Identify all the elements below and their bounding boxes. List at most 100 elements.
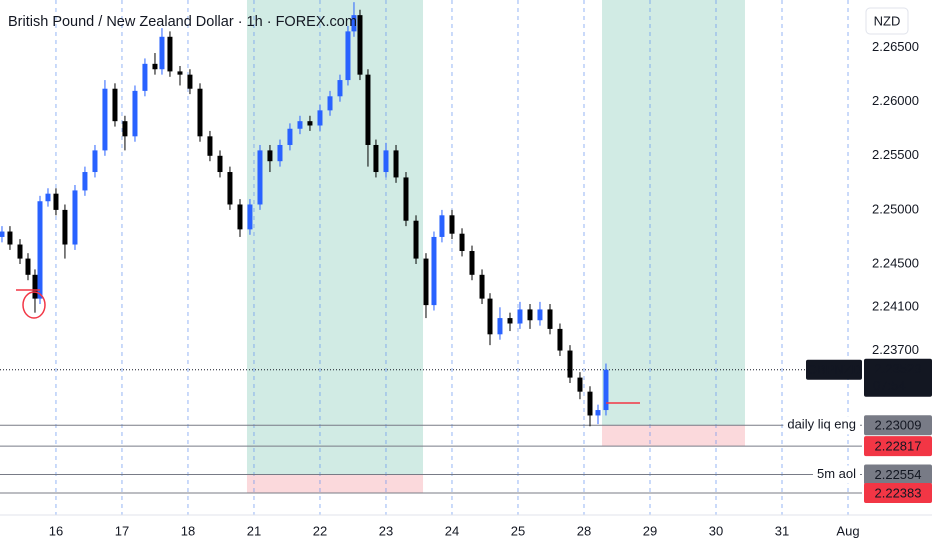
x-tick-label: 24 — [445, 523, 459, 538]
x-tick-label: 18 — [181, 523, 195, 538]
chart-title: British Pound / New Zealand Dollar · 1h … — [8, 14, 357, 30]
candle-body — [152, 63, 158, 70]
candle-body — [459, 233, 465, 252]
candle-body — [92, 150, 98, 173]
candle-body — [537, 309, 543, 321]
candle-body — [207, 136, 213, 156]
candle-body — [403, 177, 409, 221]
y-tick-label: 2.25500 — [872, 147, 919, 162]
candle-body — [287, 128, 293, 145]
x-tick-label: 31 — [775, 523, 789, 538]
candle-body — [237, 204, 243, 230]
candle-body — [167, 36, 173, 72]
candle-body — [32, 274, 38, 299]
candle-body — [383, 150, 389, 173]
candle-body — [247, 204, 253, 230]
candle-body — [527, 309, 533, 321]
candle-body — [197, 88, 203, 137]
target-zone — [246, 0, 424, 475]
candle-body — [439, 215, 445, 237]
candle-body — [112, 88, 118, 122]
zones — [246, 0, 745, 494]
x-tick-label: 23 — [379, 523, 393, 538]
candle-body — [449, 215, 455, 234]
candle-body — [132, 90, 138, 137]
y-tick-label: 2.24100 — [872, 299, 919, 314]
candle-body — [142, 63, 148, 91]
candle-body — [0, 231, 5, 237]
candle-body — [567, 350, 573, 378]
labels: 16 17 18 21 22 23 24 25 28 29 30 31 Aug 2.26500 2.2600… — [49, 39, 932, 538]
candle-body — [431, 236, 437, 306]
candle-body — [345, 31, 351, 81]
candle-body — [577, 377, 583, 392]
candle-body — [267, 150, 273, 162]
candle-body — [423, 258, 429, 306]
currency[interactable]: NZD — [874, 13, 901, 28]
candle-body — [72, 190, 78, 245]
candle-body — [507, 318, 513, 324]
x-tick-label: 21 — [247, 523, 261, 538]
symbol-box — [806, 359, 862, 380]
last-price-label: 2.23523 — [875, 361, 922, 376]
y-tick-label: 2.24500 — [872, 255, 919, 270]
x-tick-label: 28 — [577, 523, 591, 538]
candle-body — [82, 172, 88, 191]
candle-body — [487, 298, 493, 335]
candle-body — [317, 110, 323, 126]
grid — [0, 0, 932, 516]
candle-body — [159, 36, 165, 70]
annotation-bg — [812, 465, 860, 484]
candle-body — [297, 121, 303, 129]
x-tick-label: 17 — [115, 523, 129, 538]
candle-body — [351, 15, 357, 32]
candle-body — [469, 251, 475, 275]
candle-body — [595, 410, 601, 416]
candle-body — [547, 309, 553, 329]
candle-body — [497, 318, 503, 335]
candle-body — [122, 121, 128, 137]
candle-body — [357, 15, 363, 75]
price-label: 2.22817 — [875, 439, 922, 454]
candle-body — [102, 88, 108, 151]
countdown-label: 07:54 — [873, 378, 906, 393]
price-label: 2.23009 — [875, 418, 922, 433]
stop-zone — [602, 425, 745, 447]
candle-body — [17, 244, 23, 259]
last-price-box — [864, 358, 932, 397]
level-annotation: daily liq eng — [787, 417, 856, 432]
candle-body — [479, 274, 485, 299]
price-label: 2.22383 — [875, 485, 922, 500]
candle-body — [337, 80, 343, 97]
x-tick-label: 22 — [313, 523, 327, 538]
candle-body — [53, 193, 59, 210]
candle-body — [45, 193, 51, 202]
candle-body — [373, 144, 379, 173]
candle-body — [557, 328, 563, 351]
price-label-box — [864, 464, 932, 485]
currency-box[interactable] — [865, 7, 909, 35]
price-label: 2.22554 — [875, 467, 922, 482]
drawing-circle — [22, 291, 46, 319]
x-tick-label: 29 — [643, 523, 657, 538]
levels — [0, 369, 862, 494]
candle-body — [25, 258, 31, 275]
candles — [0, 2, 609, 427]
x-tick-label: 25 — [511, 523, 525, 538]
candle-body — [603, 369, 609, 411]
candle-body — [7, 231, 13, 245]
candle-body — [587, 391, 593, 416]
candle-body — [177, 71, 183, 75]
symbol-label: GBPNZD — [807, 362, 861, 377]
x-tick-label: Aug — [836, 523, 859, 538]
candle-body — [227, 172, 233, 205]
y-tick-label: 2.25000 — [872, 201, 919, 216]
y-tick-label: 2.26000 — [872, 93, 919, 108]
y-tick-label: 2.23700 — [872, 342, 919, 357]
candle-body — [393, 150, 399, 178]
y-tick-label: 2.26500 — [872, 39, 919, 54]
x-tick-label: 30 — [709, 523, 723, 538]
